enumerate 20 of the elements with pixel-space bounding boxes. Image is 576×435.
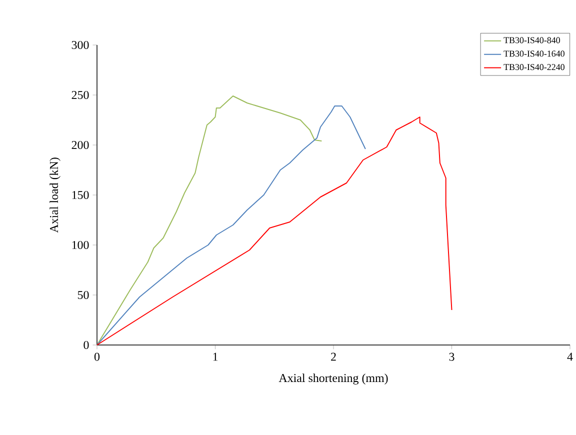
y-tick-label: 150 [72,190,89,200]
y-tick-label: 50 [78,290,89,300]
y-tick-label: 100 [72,240,89,250]
legend-label: TB30-IS40-1640 [504,50,564,57]
line-series [96,116,452,346]
y-tick-label: 0 [84,340,89,350]
y-tick-label: 300 [72,40,89,50]
x-tick-label: 2 [331,352,336,361]
legend-label: TB30-IS40-840 [504,37,560,44]
line-series [96,96,322,346]
y-tick-label: 200 [72,140,89,150]
x-tick-label: 3 [449,352,454,361]
x-tick-label: 4 [567,352,573,361]
y-axis-title: Axial load (kN) [50,158,60,233]
x-tick-label: 1 [213,352,218,361]
x-tick-label: 0 [94,352,100,361]
line-series [96,106,366,346]
x-axis-title: Axial shortening (mm) [278,374,388,385]
y-tick-label: 250 [72,90,89,100]
legend-label: TB30-IS40-2240 [504,64,564,70]
